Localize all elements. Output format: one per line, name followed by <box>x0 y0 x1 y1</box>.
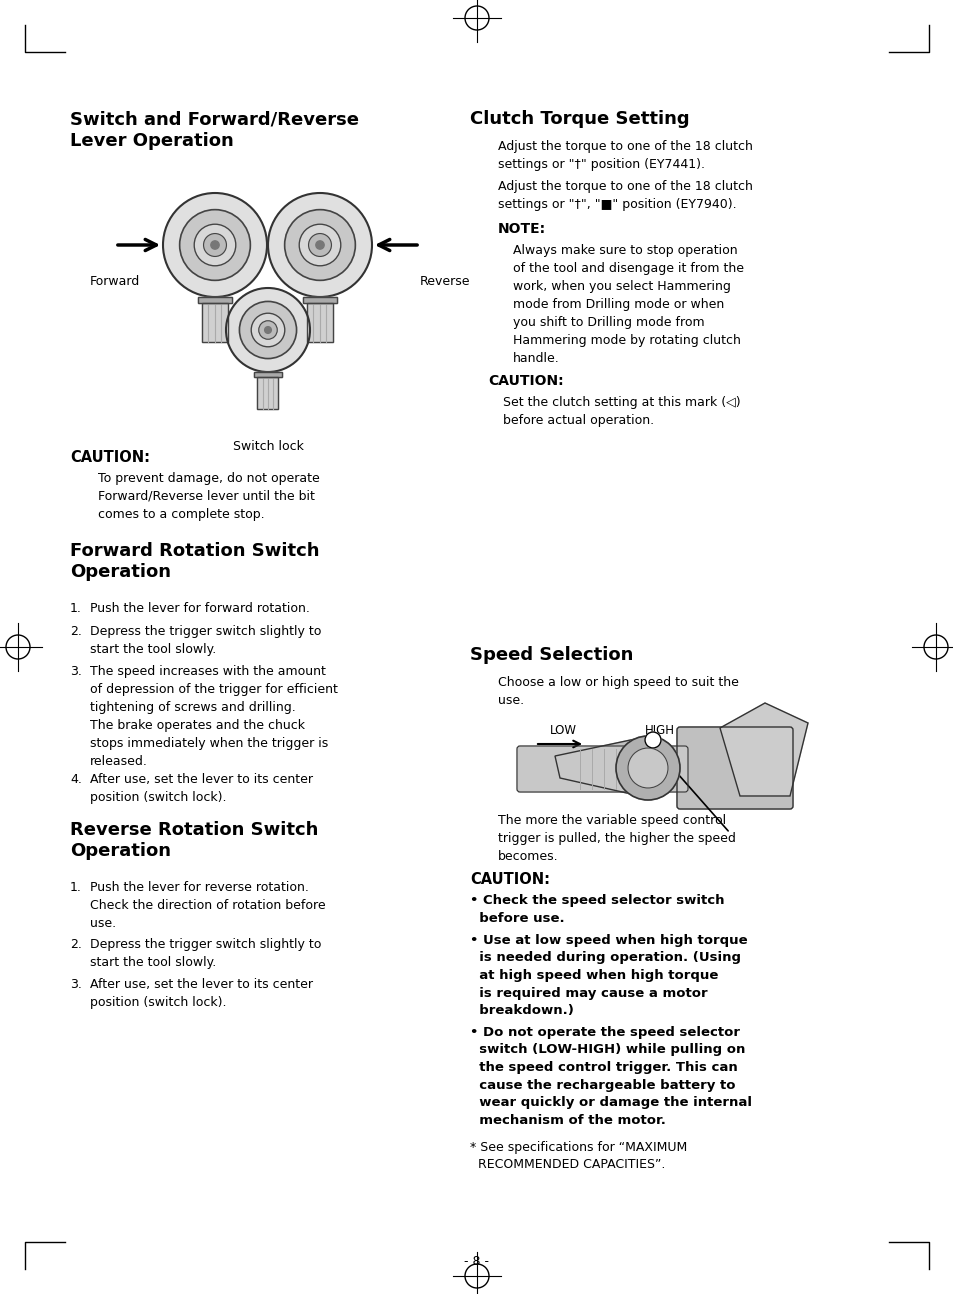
Text: 3.: 3. <box>70 978 82 991</box>
Text: 4.: 4. <box>70 773 82 785</box>
Text: Forward Rotation Switch
Operation: Forward Rotation Switch Operation <box>70 542 319 581</box>
Circle shape <box>616 736 679 800</box>
Text: 2.: 2. <box>70 938 82 951</box>
Circle shape <box>644 732 660 748</box>
FancyBboxPatch shape <box>254 371 281 377</box>
Text: Depress the trigger switch slightly to
start the tool slowly.: Depress the trigger switch slightly to s… <box>90 625 321 656</box>
Circle shape <box>251 313 285 347</box>
Text: - 8 -: - 8 - <box>464 1255 489 1268</box>
Circle shape <box>308 233 331 256</box>
Text: NOTE:: NOTE: <box>497 223 545 236</box>
Circle shape <box>194 224 235 265</box>
Circle shape <box>268 193 372 298</box>
Text: CAUTION:: CAUTION: <box>470 872 550 886</box>
Text: Adjust the torque to one of the 18 clutch
settings or "†", "■" position (EY7940): Adjust the torque to one of the 18 clutc… <box>497 180 752 211</box>
Text: • Do not operate the speed selector
  switch (LOW-HIGH) while pulling on
  the s: • Do not operate the speed selector swit… <box>470 1026 751 1127</box>
Text: Always make sure to stop operation
of the tool and disengage it from the
work, w: Always make sure to stop operation of th… <box>513 245 743 365</box>
Circle shape <box>299 224 340 265</box>
Circle shape <box>163 193 267 298</box>
Text: 2.: 2. <box>70 625 82 638</box>
Text: • Check the speed selector switch
  before use.: • Check the speed selector switch before… <box>470 894 723 924</box>
FancyBboxPatch shape <box>677 727 792 809</box>
Circle shape <box>226 289 310 371</box>
Text: Reverse Rotation Switch
Operation: Reverse Rotation Switch Operation <box>70 820 318 861</box>
Text: Switch and Forward/Reverse
Lever Operation: Switch and Forward/Reverse Lever Operati… <box>70 110 358 150</box>
Text: To prevent damage, do not operate
Forward/Reverse lever until the bit
comes to a: To prevent damage, do not operate Forwar… <box>98 472 319 521</box>
Polygon shape <box>720 703 807 796</box>
Text: 1.: 1. <box>70 881 82 894</box>
Text: Push the lever for reverse rotation.
Check the direction of rotation before
use.: Push the lever for reverse rotation. Che… <box>90 881 325 930</box>
Text: Choose a low or high speed to suit the
use.: Choose a low or high speed to suit the u… <box>497 675 739 707</box>
FancyBboxPatch shape <box>303 298 336 303</box>
FancyBboxPatch shape <box>307 303 333 342</box>
Text: HIGH: HIGH <box>644 725 675 738</box>
Circle shape <box>315 241 324 250</box>
Text: Depress the trigger switch slightly to
start the tool slowly.: Depress the trigger switch slightly to s… <box>90 938 321 969</box>
Text: • Use at low speed when high torque
  is needed during operation. (Using
  at hi: • Use at low speed when high torque is n… <box>470 934 747 1017</box>
FancyBboxPatch shape <box>517 747 687 792</box>
Text: Forward: Forward <box>90 276 140 289</box>
Text: Adjust the torque to one of the 18 clutch
settings or "†" position (EY7441).: Adjust the torque to one of the 18 clutc… <box>497 140 752 171</box>
Circle shape <box>258 321 277 339</box>
Text: Push the lever for forward rotation.: Push the lever for forward rotation. <box>90 602 310 615</box>
FancyBboxPatch shape <box>198 298 232 303</box>
Text: 1.: 1. <box>70 602 82 615</box>
Text: CAUTION:: CAUTION: <box>70 450 150 465</box>
Circle shape <box>211 241 219 250</box>
Text: Reverse: Reverse <box>419 276 470 289</box>
FancyBboxPatch shape <box>257 377 278 409</box>
Circle shape <box>627 748 667 788</box>
Circle shape <box>239 302 296 358</box>
Text: LOW: LOW <box>550 725 577 738</box>
Text: 3.: 3. <box>70 665 82 678</box>
Text: Set the clutch setting at this mark (◁)
before actual operation.: Set the clutch setting at this mark (◁) … <box>502 396 740 427</box>
Text: After use, set the lever to its center
position (switch lock).: After use, set the lever to its center p… <box>90 773 313 804</box>
Text: After use, set the lever to its center
position (switch lock).: After use, set the lever to its center p… <box>90 978 313 1009</box>
Circle shape <box>203 233 226 256</box>
Text: The speed increases with the amount
of depression of the trigger for efficient
t: The speed increases with the amount of d… <box>90 665 337 769</box>
Text: The more the variable speed control
trigger is pulled, the higher the speed
beco: The more the variable speed control trig… <box>497 814 735 863</box>
Text: Clutch Torque Setting: Clutch Torque Setting <box>470 110 689 128</box>
Circle shape <box>264 326 271 334</box>
FancyBboxPatch shape <box>202 303 228 342</box>
Circle shape <box>284 210 355 281</box>
Text: * See specifications for “MAXIMUM
  RECOMMENDED CAPACITIES”.: * See specifications for “MAXIMUM RECOMM… <box>470 1141 686 1171</box>
Circle shape <box>179 210 250 281</box>
Polygon shape <box>555 738 639 796</box>
Text: CAUTION:: CAUTION: <box>488 374 563 388</box>
Text: Switch lock: Switch lock <box>233 440 303 453</box>
Text: Speed Selection: Speed Selection <box>470 646 633 664</box>
